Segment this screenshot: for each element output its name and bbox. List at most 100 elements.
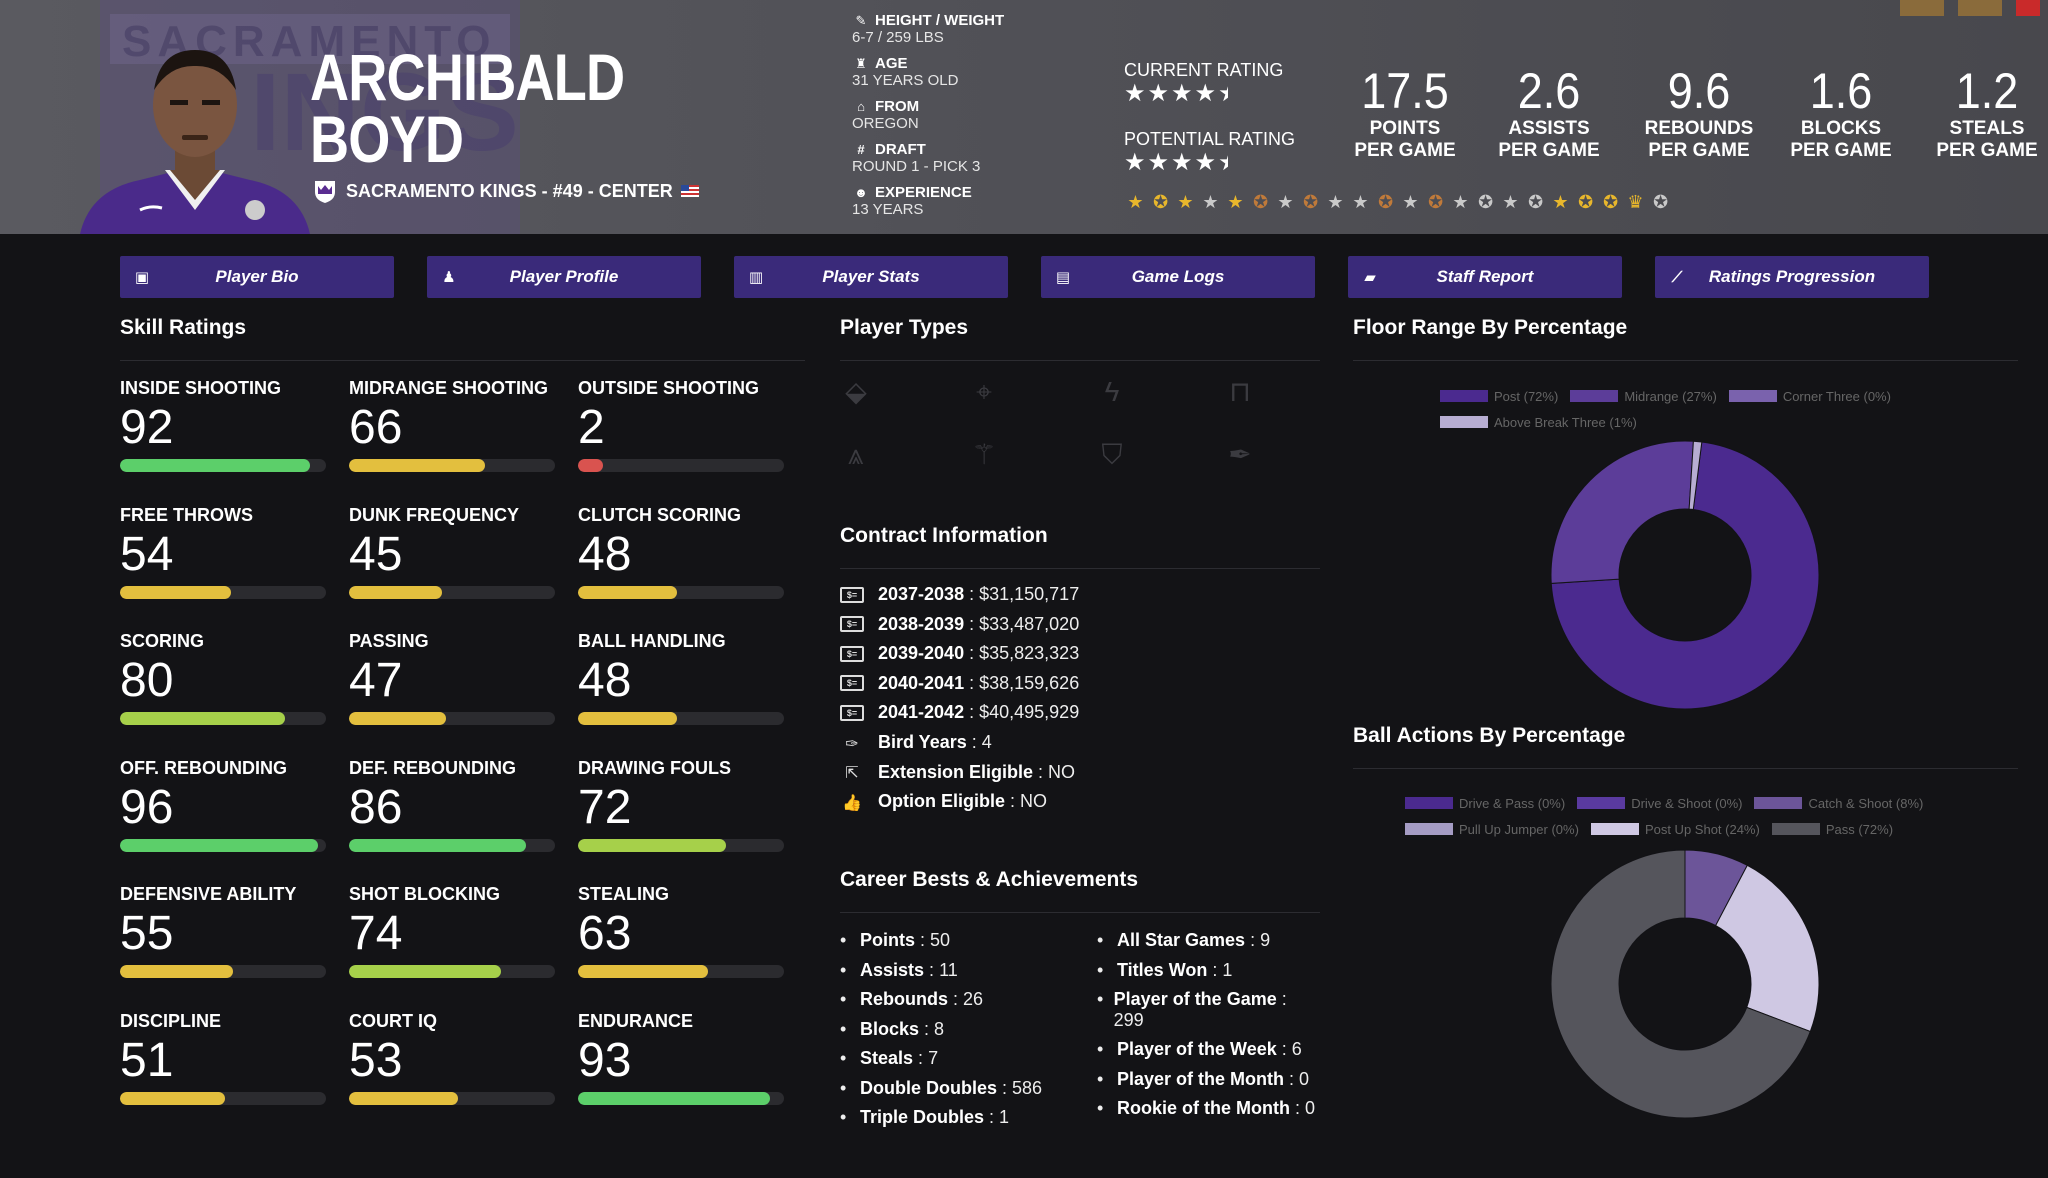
legend-swatch [1440,416,1488,428]
contract-row: 👍 Option Eligible : NO [840,791,1047,812]
achievement-key: Player of the Game [1113,989,1277,1009]
kings-crest-icon [315,181,335,203]
silver-star-icon[interactable]: ★ [1277,192,1294,212]
lightning-icon[interactable]: ϟ [1104,376,1120,407]
nav-staff-report-button[interactable]: ▰ Staff Report [1348,256,1622,298]
money-bill-icon: $= [840,704,864,721]
legend-label: Drive & Pass (0%) [1459,795,1566,811]
legend-entry[interactable]: Catch & Shoot (8%) [1754,790,1923,816]
skill-name: CLUTCH SCORING [578,504,741,525]
silver-star-icon[interactable]: ★ [1327,192,1344,212]
slice-above-break-three[interactable] [1688,440,1703,511]
skill-bar-fill [120,712,285,725]
divider [1353,360,2018,361]
legend-entry[interactable]: Corner Three (0%) [1728,383,1891,409]
silver-medal-icon[interactable]: ✪ [1477,192,1494,212]
legend-swatch [1405,823,1453,835]
slice-midrange[interactable] [1550,440,1694,584]
gold-star-icon[interactable]: ★ [1177,192,1194,212]
gold-trophy-icon[interactable]: ♛ [1627,192,1644,212]
gold-medal-icon[interactable]: ✪ [1602,192,1619,212]
bronze-medal-icon[interactable]: ✪ [1377,192,1394,212]
contract-value: $35,823,323 [979,643,1080,664]
window-controls[interactable] [1900,0,2040,16]
ruler-icon: ✎ [855,13,867,28]
slice-pass[interactable] [1550,849,1811,1119]
bronze-medal-icon[interactable]: ✪ [1302,192,1319,212]
skill-rating: COURT IQ 53 [349,1011,555,1105]
nav-player-profile-button[interactable]: ♟ Player Profile [427,256,701,298]
hashtag-icon: # [857,142,865,157]
achievement-item: • Triple Doubles : 1 [840,1107,1009,1128]
achievement-separator: : [1245,930,1261,950]
minimize-button[interactable] [1900,0,1944,16]
slice-post-up-shot[interactable] [1714,864,1820,1033]
contract-title: Contract Information [840,524,1048,547]
contract-value: $38,159,626 [979,672,1080,693]
bio-key-row: # DRAFT [852,141,980,158]
skill-bar [349,838,555,852]
shield-icon[interactable]: ⛉ [1101,439,1123,470]
legend-swatch [1570,390,1619,402]
skill-rating: FREE THROWS 54 [120,505,326,599]
skill-bar [349,585,555,599]
feather-quill-icon[interactable]: ✒ [1228,439,1252,470]
bio-item: ☻ EXPERIENCE 13 YEARS [852,184,972,218]
nav-ratings-progression-button[interactable]: ⟋ Ratings Progression [1655,256,1929,298]
silver-star-icon[interactable]: ★ [1502,192,1519,212]
paint-bucket-icon[interactable]: ⬙ [845,376,867,407]
slice-post[interactable] [1550,441,1820,710]
badge-row: ★ ✪ ★ ★ ★ ✪ ★ ✪ ★ ★ ✪ ★ ✪ ★ ✪ ★ ✪ ★ ✪ ✪ ♛ ✪ [1126,192,1670,213]
silver-star-icon[interactable]: ★ [1452,192,1469,212]
gold-medal-icon[interactable]: ✪ [1152,192,1169,212]
achievement-item: • Steals : 7 [840,1048,938,1069]
legend-swatch [1754,797,1803,809]
bio-key-row: ☻ EXPERIENCE [852,184,972,201]
legend-entry[interactable]: Midrange (27%) [1570,383,1717,409]
silver-star-icon[interactable]: ★ [1352,192,1369,212]
gold-star-icon[interactable]: ★ [1227,192,1244,212]
floor-range-legend: Post (72%) Midrange (27%) Corner Three (0%… [1440,383,1960,435]
achievement-item: • Rookie of the Month : 0 [1097,1098,1315,1119]
achievement-text: Rebounds : 26 [860,989,983,1010]
skill-bar-fill [120,1091,226,1105]
nav-player-bio-button[interactable]: ▣ Player Bio [120,256,394,298]
bullet-icon: • [840,1048,847,1068]
legend-entry[interactable]: Pull Up Jumper (0%) [1405,816,1579,842]
bronze-medal-icon[interactable]: ✪ [1252,192,1269,212]
achievement-value: 299 [1113,1010,1144,1030]
legend-entry[interactable]: Post (72%) [1440,383,1558,409]
close-button[interactable] [2016,0,2040,16]
contract-value: NO [1020,791,1048,812]
achievement-value: 26 [963,989,984,1009]
magic-wand-icon[interactable]: ⚚ [971,439,997,470]
paint-roller-icon[interactable]: ⊓ [1229,376,1251,407]
gold-star-icon[interactable]: ★ [1552,192,1569,212]
stat-caption-1: STEALS [1949,118,2025,139]
silver-star-icon[interactable]: ★ [1202,192,1219,212]
bronze-medal-icon[interactable]: ✪ [1427,192,1444,212]
achievement-key: Player of the Week [1117,1039,1277,1059]
crosshair-icon[interactable]: ⌖ [976,376,992,407]
gold-medal-icon[interactable]: ✪ [1577,192,1594,212]
silver-medal-icon[interactable]: ✪ [1652,192,1669,212]
clipboard-icon: ▤ [1055,269,1071,286]
silver-star-icon[interactable]: ★ [1402,192,1419,212]
skill-name: COURT IQ [349,1010,437,1031]
silver-medal-icon[interactable]: ✪ [1527,192,1544,212]
achievement-text: Rookie of the Month : 0 [1117,1098,1315,1119]
legend-entry[interactable]: Post Up Shot (24%) [1590,816,1760,842]
gold-star-icon[interactable]: ★ [1127,192,1144,212]
legend-swatch [1577,797,1626,809]
achievement-text: Triple Doubles : 1 [860,1107,1009,1128]
maximize-button[interactable] [1958,0,2002,16]
legend-entry[interactable]: Pass (72%) [1771,816,1893,842]
mountain-climb-icon[interactable]: ⩓ [848,439,864,470]
legend-entry[interactable]: Above Break Three (1%) [1440,409,1637,435]
legend-entry[interactable]: Drive & Pass (0%) [1405,790,1565,816]
nav-player-stats-button[interactable]: ▥ Player Stats [734,256,1008,298]
legend-entry[interactable]: Drive & Shoot (0%) [1577,790,1742,816]
skill-rating: STEALING 63 [578,884,784,978]
skill-bar-fill [349,1091,459,1105]
nav-game-logs-button[interactable]: ▤ Game Logs [1041,256,1315,298]
